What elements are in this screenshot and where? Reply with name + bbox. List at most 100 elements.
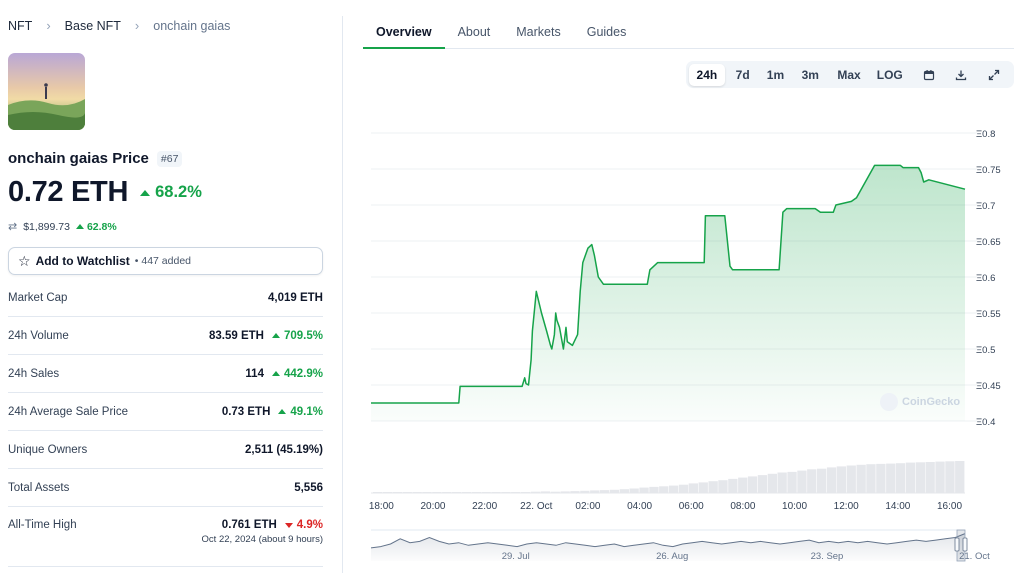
y-axis-labels: Ξ0.8 Ξ0.75 Ξ0.7 Ξ0.65 Ξ0.6 Ξ0.55 Ξ0.5 Ξ0.45 Ξ0.4 [976, 129, 1001, 428]
caret-down-icon [284, 522, 293, 528]
volume-bar [639, 487, 649, 493]
breadcrumb-current: onchain gaias [153, 18, 231, 33]
x-tick-label: 14:00 [885, 501, 910, 512]
price-series [371, 164, 966, 421]
volume-bar [915, 462, 925, 493]
tab-overview[interactable]: Overview [363, 16, 445, 49]
caret-up-icon [271, 333, 280, 338]
usd-change-value: 62.8% [86, 220, 117, 233]
stat-change: 49.1% [278, 406, 323, 418]
coingecko-watermark: CoinGecko [880, 393, 960, 411]
volume-bar [530, 491, 541, 493]
x-tick-label: 08:00 [730, 501, 755, 512]
navigator-label: 21. Oct [959, 551, 990, 562]
ath-value-line: 0.761 ETH 4.9% [222, 519, 323, 531]
volume-bar [876, 463, 886, 493]
stat-row-total-assets: Total Assets 5,556 [8, 469, 323, 507]
volume-bar [599, 490, 610, 493]
chevron-right-icon: › [46, 18, 51, 33]
volume-bar [728, 478, 738, 493]
volume-bar [767, 473, 777, 493]
y-tick-label: Ξ0.65 [976, 237, 1001, 248]
range-7d-button[interactable]: 7d [735, 67, 750, 82]
volume-bar [738, 477, 748, 493]
tab-markets[interactable]: Markets [516, 25, 561, 39]
swap-icon: ⇄ [8, 221, 18, 233]
navigator-label: 29. Jul [502, 551, 530, 562]
stat-label: 24h Volume [8, 329, 69, 342]
navigator-handle-right [962, 537, 968, 552]
stat-label: Market Cap [8, 291, 68, 304]
x-tick-label: 22. Oct [520, 501, 552, 512]
volume-bar [580, 490, 590, 493]
stat-row-24h-average-sale-price: 24h Average Sale Price 0.73 ETH 49.1% [8, 393, 323, 431]
fullscreen-button[interactable] [977, 64, 1011, 86]
stat-value-group: 83.59 ETH 709.5% [209, 330, 323, 342]
tab-guides[interactable]: Guides [586, 25, 627, 39]
navigator-label: 23. Sep [811, 551, 844, 562]
navigator-area [371, 533, 965, 561]
volume-bar [619, 489, 629, 493]
volume-bar [649, 486, 659, 493]
y-tick-label: Ξ0.7 [976, 201, 995, 212]
volume-bar [905, 462, 916, 493]
volume-bar [550, 491, 560, 493]
rank-badge: #67 [156, 150, 183, 167]
volume-bar [935, 461, 945, 493]
watchlist-count: • 447 added [134, 255, 192, 267]
volume-bar [688, 483, 698, 493]
volume-bar [817, 468, 827, 493]
stat-row-24h-sales: 24h Sales 114 442.9% [8, 355, 323, 393]
volume-bar [895, 463, 906, 493]
range-max-button[interactable]: Max [837, 67, 861, 82]
download-icon [956, 70, 967, 80]
range-navigator[interactable]: 29. Jul 26. Aug 23. Sep 21. Oct [370, 529, 990, 562]
range-24h-button[interactable]: 24h [689, 63, 725, 86]
ath-change: 4.9% [284, 519, 323, 531]
tab-bar: Overview About Markets Guides [363, 16, 1014, 49]
volume-bar [659, 486, 669, 493]
stat-label: 24h Average Sale Price [8, 405, 128, 418]
expand-icon [988, 69, 1000, 80]
volume-bar [945, 461, 955, 493]
x-tick-label: 04:00 [627, 501, 652, 512]
stat-value: 114 [245, 367, 264, 380]
volume-bar [856, 464, 866, 493]
stat-value: 83.59 ETH [209, 329, 264, 342]
volume-bar [629, 488, 639, 493]
log-scale-button[interactable]: LOG [876, 67, 903, 82]
x-axis-labels: 18:00 20:00 22:00 22. Oct 02:00 04:00 06:00 08:… [369, 501, 963, 512]
price-line [371, 164, 966, 404]
range-3m-button[interactable]: 3m [801, 67, 819, 82]
volume-bar [718, 480, 728, 493]
y-tick-label: Ξ0.75 [976, 165, 1001, 176]
breadcrumb-base-nft[interactable]: Base NFT [64, 18, 121, 33]
stat-value: 2,511 (45.19%) [244, 443, 323, 456]
volume-bar [846, 465, 856, 493]
navigator-handle-left [954, 537, 960, 552]
stat-row-unique-owners: Unique Owners 2,511 (45.19%) [8, 431, 323, 469]
stat-label: All-Time High [8, 519, 77, 531]
title-row: onchain gaias Price #67 [8, 150, 183, 167]
y-tick-label: Ξ0.8 [976, 129, 995, 140]
calendar-button[interactable] [912, 64, 946, 86]
ath-value: 0.761 ETH [221, 519, 277, 531]
stat-label: 24h Sales [8, 367, 60, 380]
tab-about[interactable]: About [457, 25, 491, 39]
range-1m-button[interactable]: 1m [766, 67, 785, 82]
breadcrumb: NFT › Base NFT › onchain gaias [8, 18, 230, 33]
price-chart[interactable]: Ξ0.8 Ξ0.75 Ξ0.7 Ξ0.65 Ξ0.6 Ξ0.55 Ξ0.5 Ξ0.45 Ξ0.4… [368, 118, 1008, 568]
column-divider [342, 16, 343, 573]
breadcrumb-nft[interactable]: NFT [8, 18, 33, 33]
volume-bar [698, 482, 708, 493]
volume-bar [757, 475, 768, 493]
caret-up-icon [278, 409, 287, 414]
volume-bars [371, 461, 965, 494]
x-tick-label: 22:00 [472, 501, 497, 512]
volume-bar [925, 462, 935, 493]
ath-value-group: 0.761 ETH 4.9% Oct 22, 2024 (about 9 hou… [202, 519, 323, 545]
stat-value-group: 0.73 ETH 49.1% [222, 406, 323, 418]
add-to-watchlist-button[interactable]: ☆ Add to Watchlist • 447 added [8, 247, 323, 275]
download-button[interactable] [945, 64, 977, 86]
watchlist-label: Add to Watchlist [35, 254, 130, 268]
